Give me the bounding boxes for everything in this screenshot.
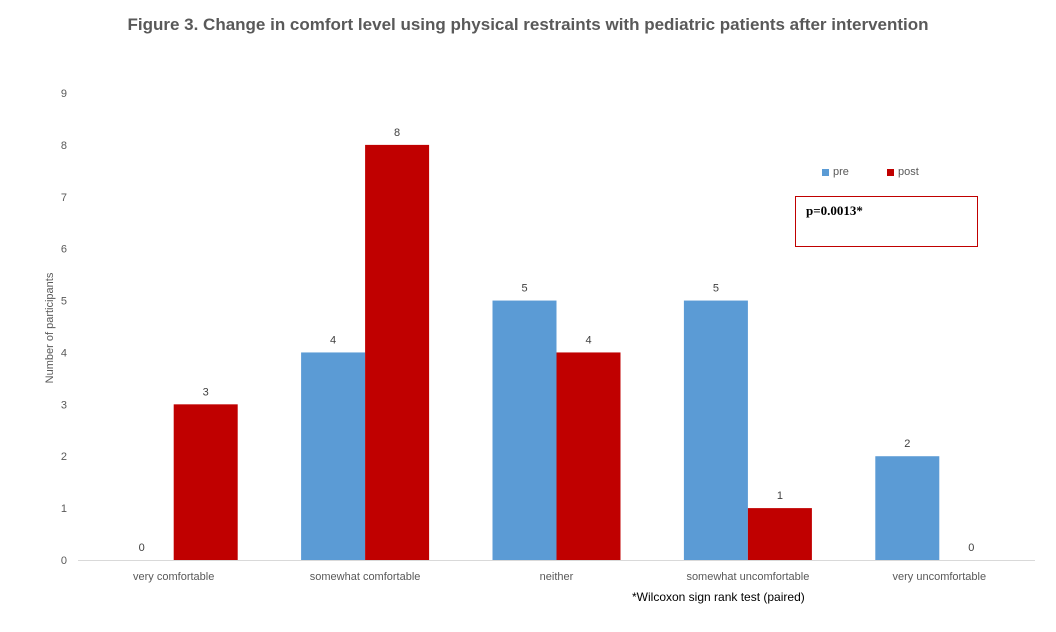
p-value-annotation: p=0.0013* <box>795 196 978 247</box>
chart-title: Figure 3. Change in comfort level using … <box>127 15 929 34</box>
bar-pre <box>492 300 557 560</box>
bar-post <box>173 404 238 560</box>
y-tick-label: 2 <box>61 451 67 463</box>
y-axis-label: Number of participants <box>44 272 56 383</box>
legend-item-post: post <box>887 166 919 178</box>
bar-post <box>365 144 430 560</box>
value-labels-group: 0 3 4 8 5 4 5 1 2 0 <box>139 127 975 554</box>
bar-post <box>556 352 621 560</box>
data-label-post: 8 <box>394 127 400 139</box>
y-tick-label: 3 <box>61 399 67 411</box>
y-tick-label: 5 <box>61 296 67 308</box>
x-tick-label: somewhat uncomfortable <box>686 571 809 583</box>
category-labels-group: very comfortable somewhat comfortable neit… <box>133 571 986 583</box>
legend-swatch-pre <box>822 168 829 176</box>
x-tick-label: very comfortable <box>133 571 214 583</box>
data-label-pre: 4 <box>330 334 336 346</box>
footnote: *Wilcoxon sign rank test (paired) <box>632 590 805 604</box>
bars-group <box>173 144 940 560</box>
legend-label-post: post <box>898 166 919 178</box>
data-label-post: 4 <box>585 334 591 346</box>
y-axis: 0 1 2 3 4 5 6 7 8 9 <box>61 88 67 567</box>
y-tick-label: 0 <box>61 555 67 567</box>
y-tick-label: 4 <box>61 347 67 359</box>
data-label-post: 0 <box>968 542 974 554</box>
x-tick-label: somewhat comfortable <box>310 571 421 583</box>
data-label-pre: 5 <box>521 283 527 295</box>
legend-swatch-post <box>887 168 894 176</box>
y-tick-label: 6 <box>61 244 67 256</box>
data-label-pre: 0 <box>139 542 145 554</box>
y-tick-label: 8 <box>61 140 67 152</box>
legend-item-pre: pre <box>822 166 849 178</box>
data-label-post: 3 <box>203 386 209 398</box>
y-tick-label: 9 <box>61 88 67 100</box>
x-tick-label: very uncomfortable <box>893 571 987 583</box>
legend-label-pre: pre <box>833 166 849 178</box>
bar-pre <box>875 456 940 560</box>
y-tick-label: 7 <box>61 192 67 204</box>
y-tick-label: 1 <box>61 503 67 515</box>
data-label-pre: 5 <box>713 283 719 295</box>
bar-pre <box>683 300 748 560</box>
data-label-pre: 2 <box>904 438 910 450</box>
bar-pre <box>301 352 366 560</box>
x-tick-label: neither <box>540 571 574 583</box>
data-label-post: 1 <box>777 490 783 502</box>
bar-post <box>747 508 812 560</box>
